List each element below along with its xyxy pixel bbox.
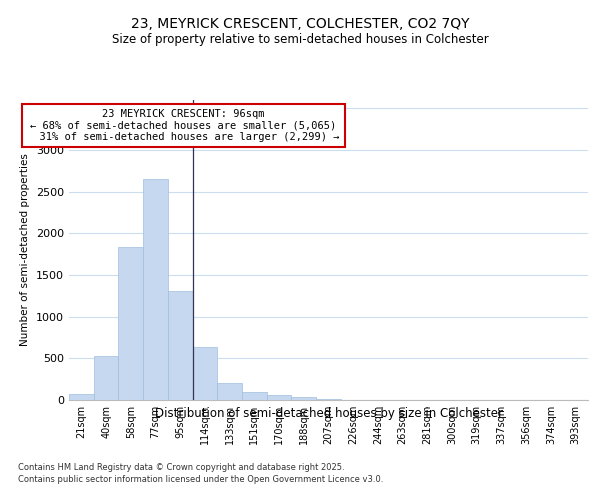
Bar [168,291,193,400]
Bar [267,395,292,400]
Bar [143,179,168,400]
Bar [292,397,316,400]
Bar [316,399,341,400]
Text: Distribution of semi-detached houses by size in Colchester: Distribution of semi-detached houses by … [155,408,503,420]
Y-axis label: Number of semi-detached properties: Number of semi-detached properties [20,154,31,346]
Bar [69,394,94,400]
Text: Contains public sector information licensed under the Open Government Licence v3: Contains public sector information licen… [18,475,383,484]
Text: 23, MEYRICK CRESCENT, COLCHESTER, CO2 7QY: 23, MEYRICK CRESCENT, COLCHESTER, CO2 7Q… [131,18,469,32]
Text: Contains HM Land Registry data © Crown copyright and database right 2025.: Contains HM Land Registry data © Crown c… [18,462,344,471]
Bar [242,392,267,400]
Text: 23 MEYRICK CRESCENT: 96sqm
← 68% of semi-detached houses are smaller (5,065)
  3: 23 MEYRICK CRESCENT: 96sqm ← 68% of semi… [27,109,340,142]
Bar [118,246,143,400]
Bar [193,346,217,400]
Bar [217,382,242,400]
Text: Size of property relative to semi-detached houses in Colchester: Size of property relative to semi-detach… [112,32,488,46]
Bar [94,356,118,400]
